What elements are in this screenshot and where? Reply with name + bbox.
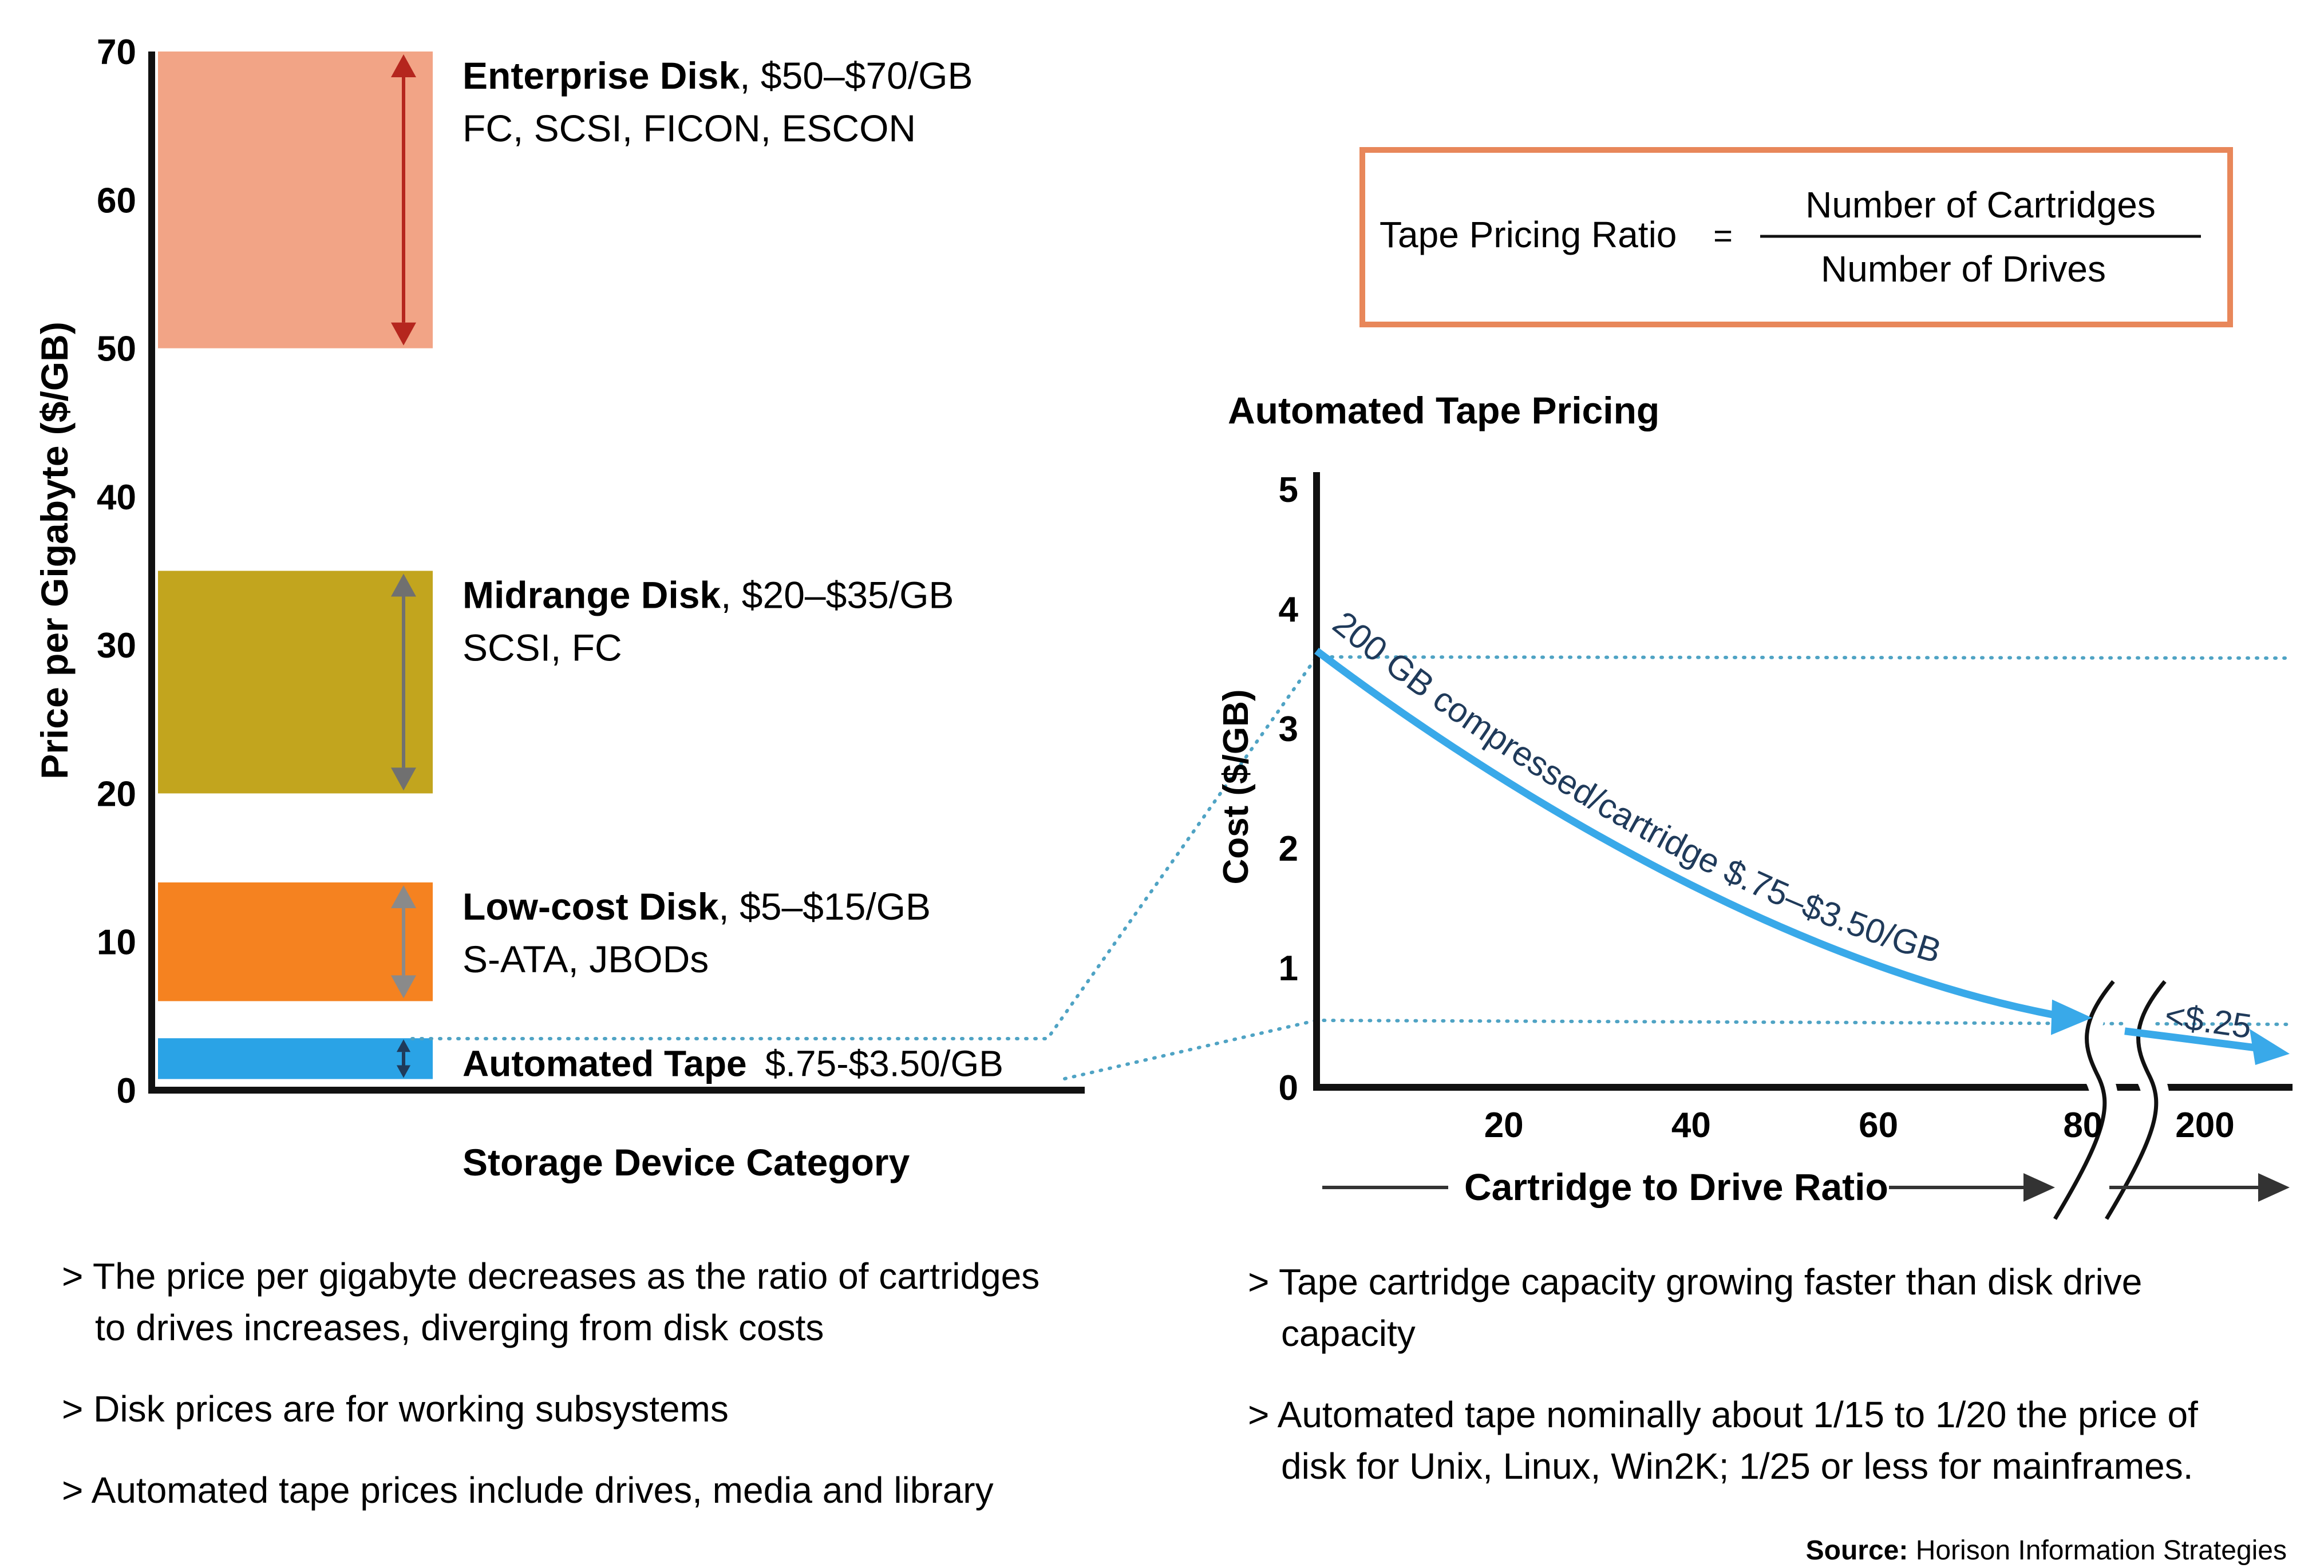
series-line-after-break	[2124, 1027, 2257, 1052]
bar-label: Automated Tape $.75-$3.50/GB	[463, 1043, 1003, 1084]
bullet-line: capacity	[1281, 1313, 1416, 1354]
right-y-tick-label: 3	[1279, 710, 1298, 749]
range-arrow-1-head-down	[391, 767, 416, 791]
left-y-tick-label: 40	[97, 478, 136, 517]
formula-border	[1359, 147, 2233, 327]
bar-enterprise-disk	[158, 52, 433, 349]
source-credit: Source: Horison Information Strategies	[1806, 1535, 2287, 1566]
bullet-line: > Automated tape nominally about 1/15 to…	[1248, 1394, 2198, 1435]
range-arrow-0-head-down	[391, 322, 416, 346]
bullet-list-left: > The price per gigabyte decreases as th…	[62, 1256, 1040, 1511]
right-y-tick-label: 5	[1279, 470, 1298, 510]
right-line-chart: Automated Tape Pricing 0 1 2 3 4 5 20 40 60 80 20…	[1216, 389, 2293, 1226]
formula-equals: =	[1713, 217, 1733, 255]
axis-break-mark-left	[2053, 980, 2115, 1220]
zoom-connector-upper	[410, 655, 2294, 1040]
left-y-tick-label: 30	[97, 626, 136, 666]
bar-price: , $20–$35/GB	[721, 574, 954, 616]
range-arrow-0-head-up	[391, 54, 416, 77]
bar-label: Midrange Disk, $20–$35/GB	[463, 574, 954, 616]
bullet-line: > Disk prices are for working subsystems	[62, 1388, 729, 1430]
zoom-connector-lines	[410, 655, 2294, 1080]
bar-price: $.75-$3.50/GB	[765, 1043, 1003, 1084]
bar-interfaces: FC, SCSI, FICON, ESCON	[463, 107, 916, 149]
bar-midrange-disk	[158, 571, 433, 794]
formula-numerator: Number of Cartridges	[1805, 184, 2156, 225]
series-arrowhead-after-break	[2250, 1029, 2290, 1066]
range-arrow-0	[391, 54, 416, 346]
left-x-axis-label: Storage Device Category	[463, 1141, 910, 1183]
left-y-tick-label: 0	[117, 1071, 136, 1111]
series-line	[1314, 647, 2065, 1020]
right-y-tick-label: 0	[1279, 1068, 1298, 1108]
right-chart-title: Automated Tape Pricing	[1228, 389, 1659, 431]
bullet-line: > Tape cartridge capacity growing faster…	[1248, 1261, 2142, 1302]
x-label-arrowhead-2	[2258, 1173, 2290, 1202]
range-arrow-2-head-down	[391, 975, 416, 999]
formula-box: Tape Pricing Ratio = Number of Cartridge…	[1359, 147, 2233, 327]
right-x-tick-label: 40	[1671, 1106, 1711, 1145]
left-y-tick-label: 60	[97, 181, 136, 220]
right-y-tick-label: 2	[1279, 829, 1298, 869]
bar-automated-tape	[158, 1038, 433, 1079]
right-y-tick-label: 4	[1279, 590, 1299, 629]
axis-break	[2043, 972, 2176, 1226]
right-x-tick-label: 60	[1859, 1106, 1898, 1145]
range-arrow-3-head-up	[396, 1039, 411, 1052]
range-arrow-1	[391, 573, 416, 791]
left-y-axis-label: Price per Gigabyte ($/GB)	[33, 322, 76, 779]
left-bar-chart: 0 10 20 30 40 50 60 70 Enterprise Disk, $50–$70…	[33, 33, 1085, 1183]
series-arrowhead	[2051, 999, 2092, 1035]
left-y-tick-label: 70	[97, 33, 136, 72]
axis-break-mark-right	[2104, 980, 2167, 1220]
left-y-tick-label: 10	[97, 923, 136, 963]
range-arrow-3	[396, 1039, 411, 1078]
bar-interfaces: SCSI, FC	[463, 627, 622, 669]
bar-label: Enterprise Disk, $50–$70/GB	[463, 54, 973, 97]
bullet-line: > The price per gigabyte decreases as th…	[62, 1256, 1040, 1297]
left-y-tick-label: 20	[97, 774, 136, 814]
formula-lhs: Tape Pricing Ratio	[1380, 214, 1677, 255]
formula-denominator: Number of Drives	[1821, 248, 2106, 290]
bar-label: Low-cost Disk, $5–$15/GB	[463, 885, 931, 928]
bullet-list-right: > Tape cartridge capacity growing faster…	[1248, 1261, 2198, 1487]
right-y-tick-label: 1	[1279, 949, 1298, 988]
bar-name: Midrange Disk	[463, 574, 721, 616]
range-arrow-2-head-up	[391, 885, 416, 908]
range-arrow-2	[391, 885, 416, 999]
bullet-line: to drives increases, diverging from disk…	[95, 1307, 824, 1348]
right-x-axis-label: Cartridge to Drive Ratio	[1464, 1166, 1888, 1208]
bar-name: Low-cost Disk	[463, 885, 719, 928]
bar-name: Automated Tape	[463, 1043, 747, 1084]
bullet-line: disk for Unix, Linux, Win2K; 1/25 or les…	[1281, 1446, 2193, 1487]
right-y-axis-label: Cost ($/GB)	[1216, 690, 1256, 885]
right-x-tick-label: 200	[2175, 1106, 2234, 1145]
bar-price: , $50–$70/GB	[740, 54, 973, 97]
x-label-arrowhead-1	[2023, 1173, 2055, 1202]
bar-name: Enterprise Disk	[463, 54, 740, 97]
bar-price: , $5–$15/GB	[718, 885, 931, 928]
right-x-tick-label: 20	[1484, 1106, 1524, 1145]
left-y-tick-label: 50	[97, 330, 136, 369]
bar-low-cost-disk	[158, 882, 433, 1001]
range-arrow-3-head-down	[396, 1065, 411, 1078]
bullet-line: > Automated tape prices include drives, …	[62, 1470, 994, 1511]
bar-interfaces: S-ATA, JBODs	[463, 938, 709, 980]
source-text: Horison Information Strategies	[1908, 1535, 2287, 1566]
source-label: Source:	[1806, 1535, 1908, 1566]
range-arrow-1-head-up	[391, 573, 416, 597]
right-x-tick-label: 80	[2063, 1106, 2102, 1145]
